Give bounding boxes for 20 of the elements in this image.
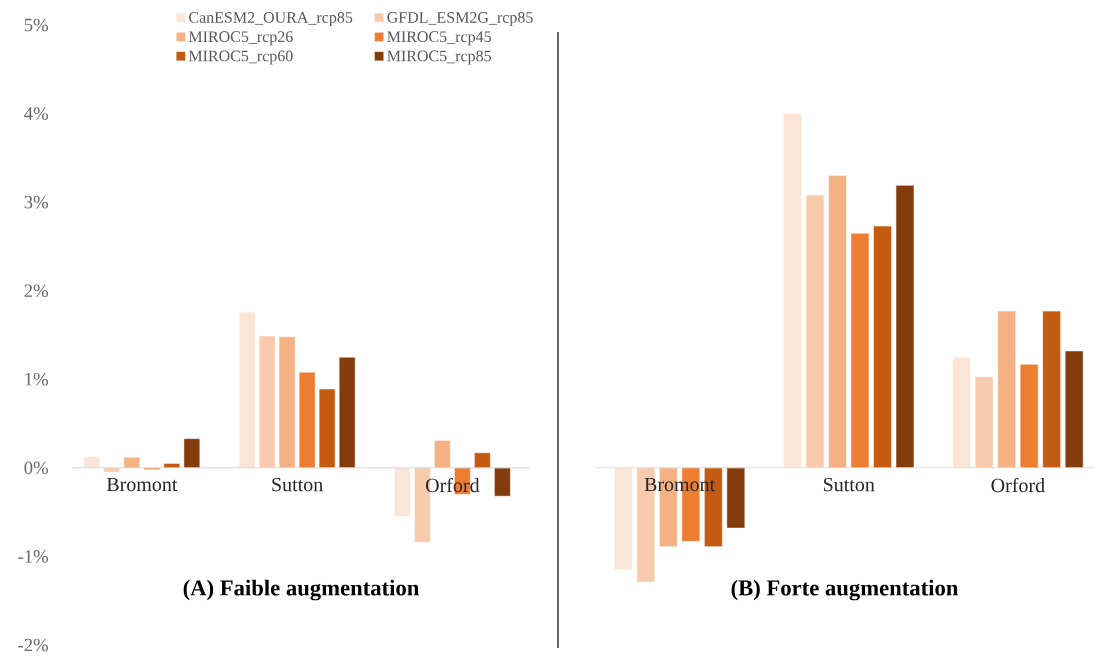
x-tick-label: Sutton	[272, 477, 323, 492]
legend-label: CanESM2_OURA_rcp85	[189, 12, 353, 27]
y-tick-label: 5%	[24, 18, 48, 32]
legend-label: MIROC5_rcp26	[188, 31, 293, 46]
y-tick-label: 2%	[24, 284, 48, 298]
y-tick-label: 1%	[25, 372, 48, 386]
legend-label: MIROC5_rcp60	[188, 50, 293, 65]
legend-label: MIROC5_rcp45	[387, 31, 491, 46]
y-tick-label: -2%	[18, 638, 48, 652]
x-tick-label: Orford	[991, 477, 1045, 493]
x-tick-label: Sutton	[823, 477, 875, 492]
y-tick-label: -1%	[18, 550, 48, 563]
text: (A) Faible augmentation	[183, 579, 420, 601]
x-tick-label: Bromont	[106, 477, 178, 492]
y-tick-label: 4%	[24, 107, 48, 120]
y-tick-label: 3%	[24, 195, 48, 209]
legend-label: MIROC5_rcp85	[387, 50, 491, 65]
text: (B) Forte augmentation	[731, 579, 959, 601]
legend-label: GFDL_ESM2G_rcp85	[387, 12, 533, 27]
y-tick-label: 0%	[24, 461, 48, 475]
